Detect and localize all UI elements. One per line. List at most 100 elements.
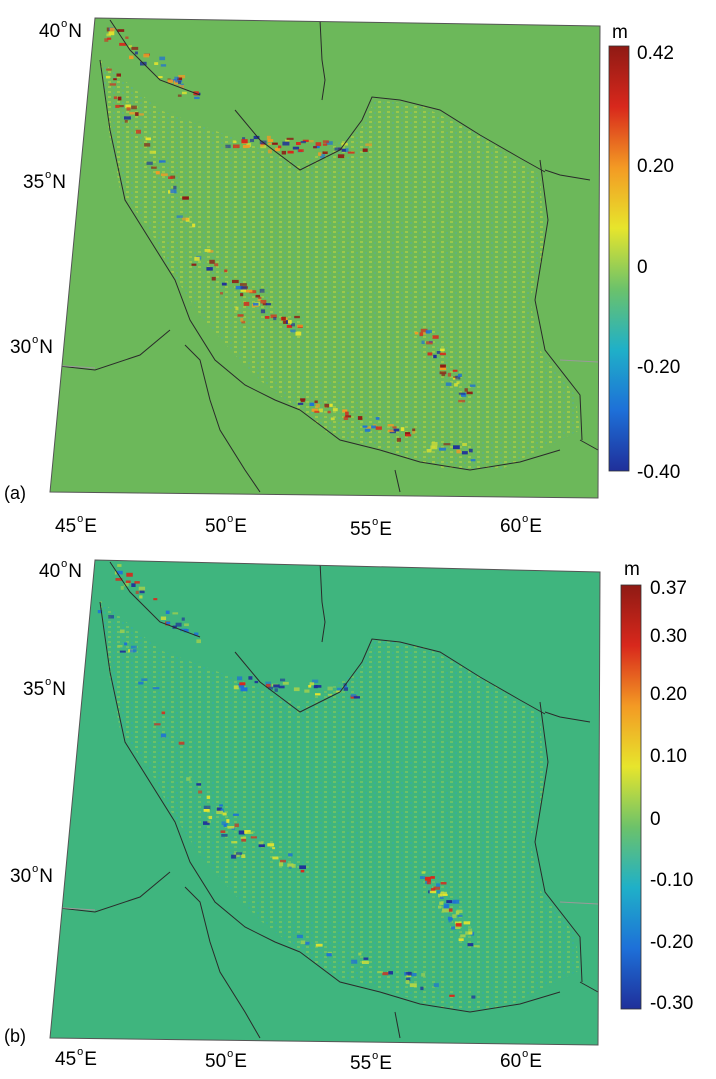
anomaly-cell <box>203 821 210 825</box>
anomaly-cell <box>455 925 461 929</box>
anomaly-cell <box>120 586 124 590</box>
anomaly-cell <box>318 152 322 156</box>
anomaly-cell <box>440 364 446 368</box>
anomaly-cell <box>258 296 262 299</box>
iran-region-b <box>100 600 580 1010</box>
anomaly-cell <box>270 314 277 319</box>
anomaly-cell <box>240 286 247 290</box>
anomaly-cell <box>364 428 371 432</box>
anomaly-cell <box>470 459 476 462</box>
anomaly-cell <box>436 890 441 894</box>
colorbar-b-tick-2: 0.20 <box>650 684 687 705</box>
anomaly-cell <box>141 678 148 681</box>
anomaly-cell <box>446 908 453 912</box>
anomaly-cell <box>448 918 452 923</box>
anomaly-cell <box>286 325 293 328</box>
anomaly-cell <box>268 686 273 690</box>
anomaly-cell <box>332 408 338 412</box>
anomaly-cell <box>125 104 131 109</box>
anomaly-cell <box>236 852 243 855</box>
anomaly-cell <box>443 905 449 910</box>
anomaly-hotspots-b <box>97 564 480 999</box>
anomaly-cell <box>216 810 223 814</box>
anomaly-cell <box>278 685 285 689</box>
anomaly-cell <box>294 315 300 319</box>
anomaly-cell <box>233 853 240 857</box>
anomaly-cell <box>343 685 347 688</box>
anomaly-cell <box>315 142 322 147</box>
anomaly-cell <box>138 586 146 591</box>
anomaly-cell <box>443 443 451 446</box>
anomaly-cell <box>287 863 294 868</box>
anomaly-cell <box>353 696 360 699</box>
anomaly-cell <box>161 173 168 176</box>
anomaly-cell <box>442 893 448 896</box>
anomaly-cell <box>432 335 439 339</box>
anomaly-cell <box>117 29 125 32</box>
colorbar-a-tick-2: 0 <box>637 257 648 278</box>
lat-label-35n-b: 35oN <box>23 676 66 700</box>
anomaly-cell <box>439 371 447 375</box>
anomaly-cell <box>300 869 305 873</box>
anomaly-cell <box>336 687 342 691</box>
anomaly-cell <box>254 680 259 684</box>
lon-label-60e-b: 60oE <box>500 1048 542 1072</box>
anomaly-cell <box>466 391 473 395</box>
panel-tag-a: (a) <box>4 483 26 503</box>
anomaly-cell <box>278 145 282 149</box>
lon-label-55e-b: 55oE <box>350 1050 392 1074</box>
anomaly-cell <box>373 424 377 427</box>
anomaly-cell <box>206 267 213 271</box>
anomaly-cell <box>241 139 248 144</box>
anomaly-cell <box>152 687 160 690</box>
colorbar-b-tick-1: 0.30 <box>650 626 687 647</box>
anomaly-hotspots-a <box>104 27 476 462</box>
anomaly-cell <box>117 645 123 648</box>
anomaly-cell <box>266 683 271 688</box>
map-b-svg <box>49 559 601 1046</box>
anomaly-cell <box>191 263 197 266</box>
anomaly-cell <box>361 960 369 964</box>
anomaly-cell <box>160 616 167 620</box>
anomaly-cell <box>260 299 267 304</box>
anomaly-cell <box>358 952 362 956</box>
anomaly-cell <box>440 882 447 885</box>
anomaly-cell <box>177 94 182 97</box>
anomaly-cell <box>159 160 166 163</box>
anomaly-cell <box>439 901 444 905</box>
anomaly-cell <box>139 589 145 594</box>
anomaly-cell <box>433 354 437 359</box>
anomaly-cell <box>117 96 122 101</box>
anomaly-cell <box>278 862 284 867</box>
anomaly-cell <box>429 890 437 894</box>
anomaly-cell <box>433 886 440 890</box>
anomaly-cell <box>206 795 211 799</box>
anomaly-cell <box>125 580 131 583</box>
anomaly-cell <box>134 581 140 584</box>
anomaly-cell <box>420 986 424 991</box>
anomaly-cell <box>291 864 296 868</box>
anomaly-cell <box>173 185 177 190</box>
anomaly-cell <box>424 878 429 881</box>
anomaly-cell <box>227 826 235 829</box>
colorbar-a-tick-3: -0.20 <box>637 357 681 378</box>
anomaly-cell <box>347 151 355 154</box>
anomaly-cell <box>439 896 444 899</box>
anomaly-cell <box>420 332 427 335</box>
anomaly-cell <box>334 147 341 151</box>
anomaly-cell <box>362 425 368 428</box>
anomaly-cell <box>392 426 397 429</box>
anomaly-cell <box>159 56 166 61</box>
anomaly-cell <box>463 921 471 925</box>
anomaly-cell <box>241 320 246 324</box>
anomaly-cell <box>327 686 333 691</box>
anomaly-cell <box>427 352 433 356</box>
anomaly-cell <box>208 815 213 820</box>
anomaly-cell <box>456 381 460 385</box>
anomaly-cell <box>447 372 452 377</box>
anomaly-cell <box>198 790 203 794</box>
anomaly-cell <box>178 75 186 79</box>
anomaly-cell <box>240 293 244 297</box>
lon-label-45e-a: 45oE <box>55 513 97 537</box>
anomaly-cell <box>324 403 330 408</box>
